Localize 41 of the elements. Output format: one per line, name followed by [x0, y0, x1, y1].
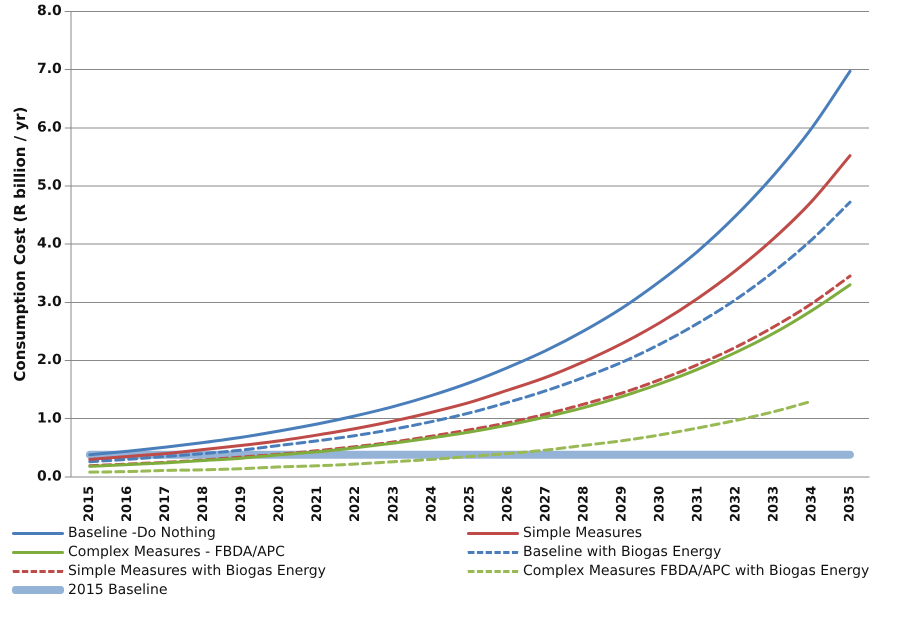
x-tick-label: 2034: [804, 486, 820, 522]
line-series: [88, 200, 852, 464]
y-tick-label: 3.0: [36, 294, 62, 310]
x-tick-label: 2022: [348, 486, 364, 522]
x-tick-label: 2032: [728, 486, 744, 522]
line-series: [88, 70, 852, 456]
y-tick-label: 5.0: [36, 178, 62, 194]
y-tick-label: 0.0: [36, 468, 62, 484]
x-tick-label: 2019: [234, 486, 250, 522]
x-tick-label: 2033: [766, 486, 782, 522]
x-tick-label: 2016: [120, 486, 136, 522]
x-tick-label: 2020: [272, 486, 288, 522]
legend-label: Complex Measures FBDA/APC with Biogas Energy: [523, 563, 870, 579]
y-tick-label: 8.0: [36, 3, 62, 20]
x-tick-label: 2028: [576, 486, 592, 522]
y-tick-label: 4.0: [36, 236, 62, 252]
y-tick-label: 7.0: [36, 61, 62, 78]
x-tick-label: 2018: [196, 486, 212, 522]
y-tick-label: 2.0: [36, 352, 62, 368]
x-tick-label: 2035: [842, 486, 858, 522]
x-tick-label: 2030: [652, 486, 668, 522]
x-tick-label: 2026: [500, 486, 516, 522]
x-tick-label: 2017: [158, 486, 174, 522]
x-tick-label: 2029: [614, 486, 630, 522]
legend-label: Complex Measures - FBDA/APC: [68, 544, 285, 560]
legend-label: Baseline -Do Nothing: [68, 525, 216, 541]
legend-label: Simple Measures with Biogas Energy: [68, 563, 326, 579]
x-tick-label: 2031: [690, 486, 706, 522]
y-axis-title: Consumption Cost (R billion / yr): [10, 106, 29, 382]
x-tick-label: 2021: [310, 486, 326, 522]
x-tick-label: 2027: [538, 486, 554, 522]
x-tick-label: 2023: [386, 486, 402, 522]
legend-label: 2015 Baseline: [68, 582, 168, 598]
legend-label: Simple Measures: [523, 525, 642, 541]
y-tick-label: 1.0: [36, 410, 62, 426]
line-series: [88, 154, 852, 461]
legend-label: Baseline with Biogas Energy: [523, 544, 722, 560]
x-tick-label: 2025: [462, 486, 478, 522]
x-tick-label: 2015: [82, 486, 98, 522]
y-tick-label: 6.0: [36, 119, 62, 136]
x-tick-label: 2024: [424, 486, 440, 522]
